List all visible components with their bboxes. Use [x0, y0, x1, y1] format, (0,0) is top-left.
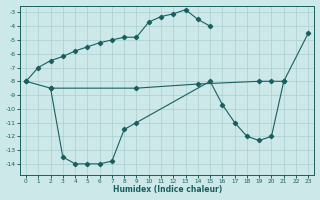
- X-axis label: Humidex (Indice chaleur): Humidex (Indice chaleur): [113, 185, 222, 194]
